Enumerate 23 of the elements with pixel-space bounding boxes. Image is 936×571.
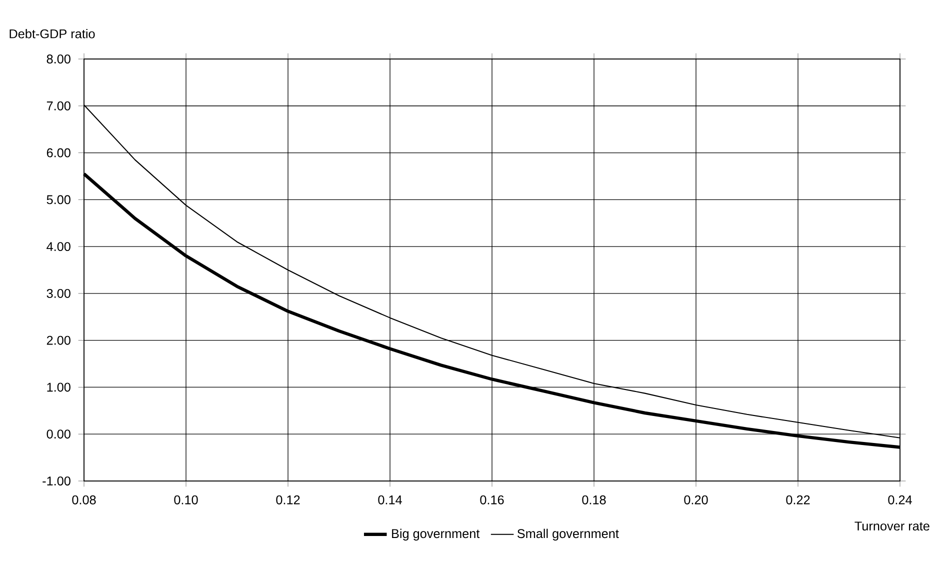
x-tick-label: 0.22: [786, 495, 810, 504]
y-tick-label: 0.00: [46, 430, 70, 439]
x-tick-label: 0.10: [174, 495, 198, 504]
x-tick-label: 0.16: [480, 495, 504, 504]
y-axis-title: Debt-GDP ratio: [10, 28, 95, 38]
y-tick-label: 7.00: [46, 101, 70, 110]
x-tick-label: 0.18: [582, 495, 606, 504]
y-tick-label: 4.00: [46, 242, 70, 252]
legend-label: Big government: [392, 528, 480, 541]
x-tick-label: 0.24: [888, 495, 912, 504]
y-tick-label: 1.00: [47, 382, 70, 392]
x-tick-label: 0.20: [684, 495, 708, 504]
y-tick-label: 6.00: [46, 148, 70, 158]
x-tick-label: 0.08: [72, 495, 96, 504]
x-tick-label: 0.12: [276, 495, 300, 504]
y-tick-label: -1.00: [42, 476, 70, 486]
y-tick-label: 8.00: [46, 54, 70, 64]
y-tick-label: 3.00: [46, 288, 70, 298]
y-tick-label: 2.00: [46, 336, 70, 345]
y-tick-label: 5.00: [46, 195, 70, 204]
x-tick-label: 0.14: [378, 495, 402, 504]
legend-label: Small government: [517, 528, 619, 541]
x-axis-title: Turnover rate: [854, 522, 930, 531]
